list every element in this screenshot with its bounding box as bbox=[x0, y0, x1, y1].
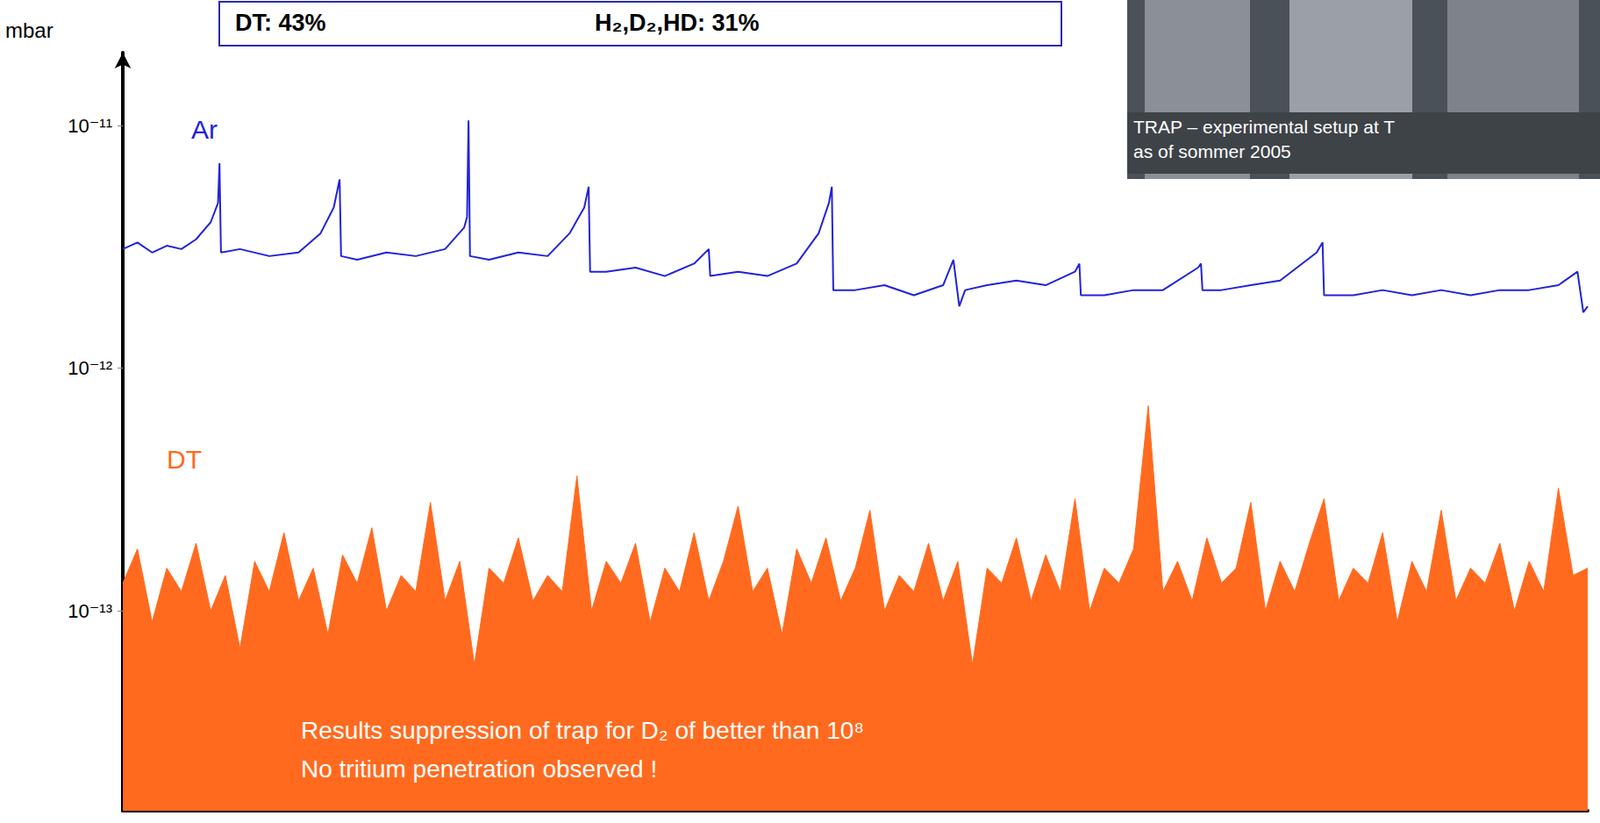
svg-text:10⁻¹²: 10⁻¹² bbox=[67, 357, 113, 379]
svg-text:Results suppression of trap fo: Results suppression of trap for D₂ of be… bbox=[300, 716, 865, 744]
svg-text:H₂,D₂,HD: 31%: H₂,D₂,HD: 31% bbox=[594, 9, 760, 36]
svg-text:DT: 43%: DT: 43% bbox=[235, 9, 327, 36]
svg-text:Ar: Ar bbox=[191, 114, 218, 144]
svg-text:TRAP – experimental setup at T: TRAP – experimental setup at T bbox=[1133, 116, 1395, 137]
svg-text:mbar: mbar bbox=[5, 18, 54, 43]
svg-text:DT: DT bbox=[166, 444, 202, 474]
svg-text:No tritium penetration observe: No tritium penetration observed ! bbox=[300, 755, 658, 783]
svg-text:as of sommer 2005: as of sommer 2005 bbox=[1133, 141, 1292, 162]
svg-text:10⁻¹¹: 10⁻¹¹ bbox=[67, 114, 113, 137]
svg-text:10⁻¹³: 10⁻¹³ bbox=[67, 600, 113, 622]
